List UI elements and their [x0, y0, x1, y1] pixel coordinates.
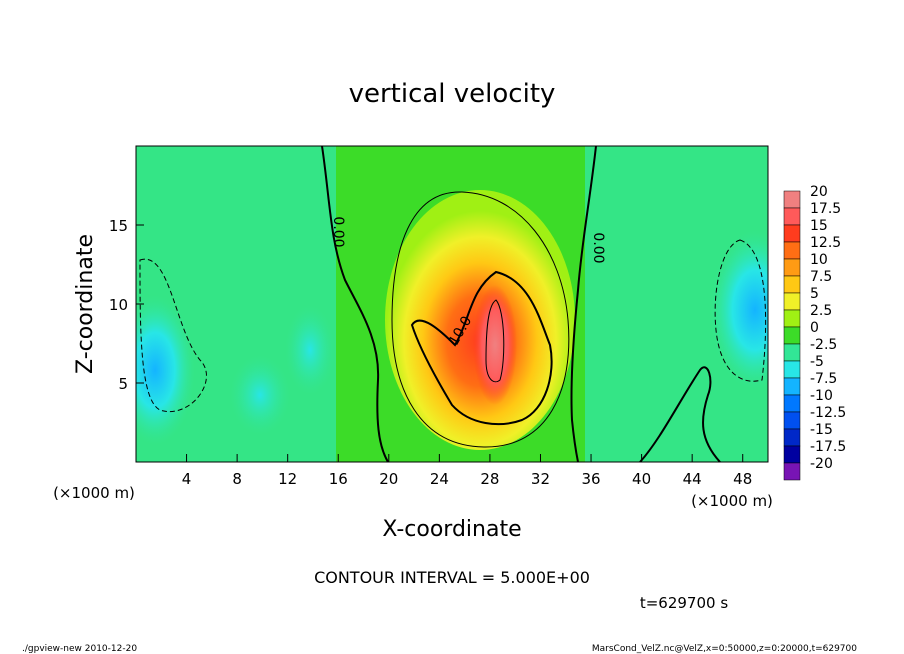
chart-title: vertical velocity: [349, 79, 556, 109]
colorbar-swatch: [783, 462, 801, 481]
downdraft-left: [136, 295, 195, 445]
y-unit-label: (×1000 m): [53, 484, 135, 502]
contour-15: [485, 299, 505, 383]
updraft-core: [473, 285, 517, 405]
colorbar-label: 10: [810, 252, 828, 268]
colorbar-swatch: [783, 360, 801, 379]
x-tick-label: 28: [480, 470, 499, 488]
contour-neg-left: [139, 258, 207, 413]
x-tick-label: 16: [329, 470, 348, 488]
y-axis-label: Z-coordinate: [73, 234, 98, 374]
contour-zero-right: [570, 146, 597, 462]
heatmap-field: [136, 146, 768, 462]
colorbar-swatch: [783, 292, 801, 311]
colorbar-label: 7.5: [810, 269, 832, 285]
downdraft-left-3: [285, 305, 335, 395]
colorbar-label: 17.5: [810, 201, 841, 217]
colorbar-swatch: [783, 190, 801, 209]
colorbar-label: -10: [810, 388, 833, 404]
x-unit-label: (×1000 m): [691, 492, 773, 510]
y-tick-label: 15: [109, 217, 128, 235]
time-label: t=629700 s: [640, 594, 728, 612]
colorbar: 2017.51512.5107.552.50-2.5-5-7.5-10-12.5…: [783, 184, 846, 481]
colorbar-swatch: [783, 207, 801, 226]
contour-10: [410, 270, 553, 426]
colorbar-label: -5: [810, 354, 824, 370]
colorbar-swatch: [783, 394, 801, 413]
y-tick-label: 5: [118, 375, 128, 393]
colorbar-swatch: [783, 241, 801, 260]
x-tick-label: 48: [733, 470, 752, 488]
contour-interval: CONTOUR INTERVAL = 5.000E+00: [314, 568, 590, 587]
y-axis: 5 10 15: [109, 217, 144, 393]
colorbar-label: -17.5: [810, 439, 846, 455]
colorbar-label: 15: [810, 218, 828, 234]
x-axis: 4 8 12 16 20 24 28 32 36 40 44 48: [182, 454, 752, 488]
colorbar-label: 20: [810, 184, 828, 200]
footer-left: ./gpview-new 2010-12-20: [22, 644, 137, 654]
x-tick-label: 40: [632, 470, 651, 488]
x-tick-label: 36: [581, 470, 600, 488]
colorbar-label: 5: [810, 286, 819, 302]
colorbar-swatch: [783, 275, 801, 294]
x-tick-label: 32: [531, 470, 550, 488]
contour-label-right: 0.00: [590, 232, 606, 263]
downdraft-left-2: [230, 355, 290, 435]
colorbar-swatch: [783, 411, 801, 430]
x-tick-label: 8: [232, 470, 242, 488]
colorbar-label: 2.5: [810, 303, 832, 319]
colorbar-swatch: [783, 326, 801, 345]
contour-neg-right: [714, 239, 767, 382]
downdraft-right: [710, 230, 768, 390]
x-tick-label: 20: [379, 470, 398, 488]
contour-pos-right: [639, 366, 721, 462]
colorbar-swatch: [783, 258, 801, 277]
colorbar-label: -2.5: [810, 337, 837, 353]
colorbar-label: 12.5: [810, 235, 841, 251]
colorbar-swatch: [783, 377, 801, 396]
contour-label-left: 0.00: [330, 216, 346, 247]
colorbar-swatch: [783, 343, 801, 362]
colorbar-swatch: [783, 309, 801, 328]
footer-right: MarsCond_VelZ.nc@VelZ,x=0:50000,z=0:2000…: [592, 644, 857, 654]
colorbar-swatch: [783, 428, 801, 447]
colorbar-label: -7.5: [810, 371, 837, 387]
colorbar-label: 0: [810, 320, 819, 336]
colorbar-label: -20: [810, 456, 833, 472]
colorbar-label: -12.5: [810, 405, 846, 421]
x-axis-label: X-coordinate: [382, 517, 521, 542]
contour-5: [391, 191, 570, 448]
x-tick-label: 12: [278, 470, 297, 488]
x-tick-label: 44: [683, 470, 702, 488]
x-tick-label: 4: [182, 470, 192, 488]
contour-zero-left: [321, 146, 389, 462]
x-tick-label: 24: [430, 470, 449, 488]
y-tick-label: 10: [109, 296, 128, 314]
colorbar-swatch: [783, 445, 801, 464]
colorbar-swatch: [783, 224, 801, 243]
colorbar-label: -15: [810, 422, 833, 438]
